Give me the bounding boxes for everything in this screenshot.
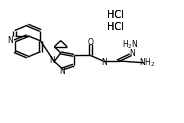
Text: H$_2$N: H$_2$N bbox=[122, 38, 139, 51]
Text: HCl: HCl bbox=[107, 22, 124, 32]
Text: NH$_2$: NH$_2$ bbox=[139, 56, 155, 69]
Text: N: N bbox=[60, 67, 66, 77]
Text: HCl: HCl bbox=[107, 10, 124, 20]
Text: N: N bbox=[49, 56, 55, 65]
Text: N: N bbox=[130, 49, 135, 58]
Text: N: N bbox=[101, 58, 107, 67]
Text: HCl: HCl bbox=[107, 10, 124, 20]
Text: HCl: HCl bbox=[107, 22, 124, 32]
Text: O: O bbox=[87, 38, 93, 47]
Text: N: N bbox=[7, 36, 13, 45]
